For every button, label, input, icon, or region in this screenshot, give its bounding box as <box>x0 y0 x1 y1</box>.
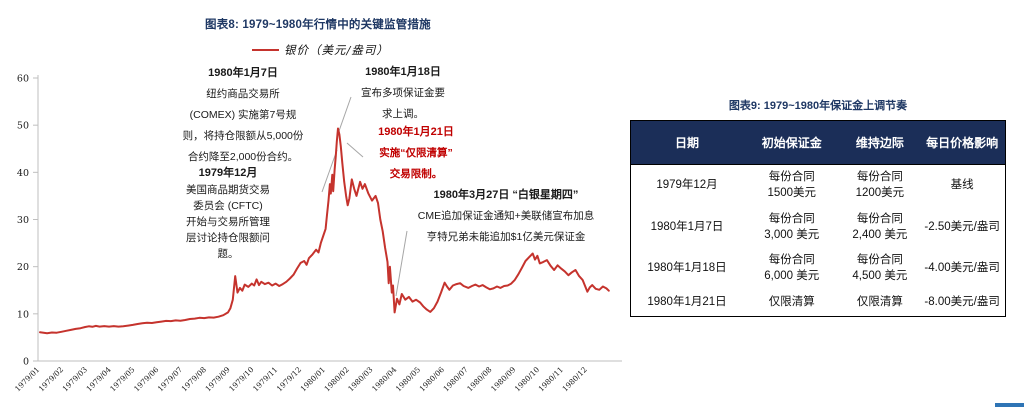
cell-date: 1980年1月7日 <box>650 220 724 233</box>
x-tick-label: 1979/08 <box>180 365 209 394</box>
x-tick-label: 1980/12 <box>560 365 589 394</box>
annotation-date: 1980年1月18日 <box>365 66 441 78</box>
x-tick-label: 1979/11 <box>251 365 279 393</box>
annotation-leader-line <box>321 149 338 193</box>
y-tick-label: 60 <box>17 74 29 85</box>
cell-maintenance-margin: 每份合同 2,400 美元 <box>852 212 908 241</box>
cell-initial-margin: 每份合同 3,000 美元 <box>764 212 820 241</box>
header-initial-margin: 初始保证金 <box>743 120 841 165</box>
y-tick-label: 0 <box>23 357 29 368</box>
annotation-cftc-talks: 1979年12月 美国商品期货交易 委员会 (CFTC) 开始与交易所管理 层讨… <box>166 165 290 262</box>
x-tick-label: 1979/06 <box>132 365 161 394</box>
table-header-row: 日期 初始保证金 维持边际 每日价格影响 <box>630 120 1006 165</box>
table-row: 1980年1月21日 仅限清算 仅限清算 -8.00美元/盎司 <box>631 290 1006 316</box>
annotation-date: 1980年1月7日 <box>208 67 278 79</box>
y-tick-label: 40 <box>17 168 29 179</box>
chart-legend: 银价（美元/盎司） <box>252 42 389 58</box>
y-tick-label: 10 <box>17 309 29 320</box>
y-tick-label: 50 <box>17 121 29 132</box>
header-date: 日期 <box>630 120 743 165</box>
cell-initial-margin: 仅限清算 <box>768 296 815 309</box>
annotation-date: 1980年1月21日 <box>378 126 454 138</box>
chart-title: 图表8: 1979~1980年行情中的关键监管措施 <box>205 19 431 31</box>
x-tick-label: 1979/03 <box>61 365 90 394</box>
annotation-body: 纽约商品交易所 (COMEX) 实施第7号规 则，将持仓限额从5,000份 合约… <box>182 88 304 163</box>
table-row: 1979年12月 每份合同 1500美元 每份合同 1200美元 基线 <box>631 165 1006 207</box>
x-tick-label: 1980/11 <box>537 365 565 393</box>
header-daily-price-impact: 每日价格影响 <box>919 120 1006 165</box>
margin-table-section: 图表9: 1979~1980年保证金上调节奏 日期 初始保证金 维持边际 每日价… <box>630 97 1006 318</box>
x-tick-label: 1979/10 <box>227 365 256 394</box>
annotation-liquidation-only-jan21: 1980年1月21日 实施“仅限清算” 交易限制。 <box>352 122 480 185</box>
cell-date: 1980年1月18日 <box>647 262 727 275</box>
y-tick-label: 30 <box>17 215 29 226</box>
x-tick-label: 1980/10 <box>513 365 542 394</box>
x-tick-label: 1980/04 <box>370 365 399 394</box>
cell-price-impact: 基线 <box>950 178 974 191</box>
header-maintenance-margin: 维持边际 <box>840 120 920 165</box>
silver-price-series <box>39 127 610 335</box>
cell-maintenance-margin: 每份合同 4,500 美元 <box>852 254 908 283</box>
x-tick-label: 1980/05 <box>394 365 423 394</box>
x-tick-label: 1980/09 <box>489 365 518 394</box>
x-tick-label: 1980/07 <box>441 365 470 394</box>
annotation-body: 宣布多项保证金要 求上调。 <box>361 87 445 120</box>
table-title: 图表9: 1979~1980年保证金上调节奏 <box>728 100 908 112</box>
x-tick-label: 1980/02 <box>322 365 351 394</box>
annotation-body: 实施“仅限清算” 交易限制。 <box>379 147 453 180</box>
x-tick-label: 1980/01 <box>299 365 327 393</box>
silver-price-line-chart: 01020304050601979/011979/021979/031979/0… <box>13 74 622 394</box>
x-tick-label: 1979/01 <box>13 365 41 393</box>
annotation-body: CME追加保证金通知+美联储宣布加息 亨特兄弟未能追加$1亿美元保证金 <box>417 210 595 243</box>
x-tick-label: 1979/12 <box>275 365 304 394</box>
cell-maintenance-margin: 每份合同 1200美元 <box>855 171 905 199</box>
table-row: 1980年1月7日 每份合同 3,000 美元 每份合同 2,400 美元 -2… <box>631 207 1006 249</box>
cell-price-impact: -8.00美元/盎司 <box>924 296 1000 309</box>
cell-initial-margin: 每份合同 1500美元 <box>767 171 817 199</box>
y-tick-label: 20 <box>17 262 29 273</box>
annotation-date: 1979年12月 <box>198 167 258 179</box>
cell-date: 1979年12月 <box>656 178 718 191</box>
annotation-leader-line <box>346 142 364 158</box>
x-tick-label: 1980/08 <box>465 365 494 394</box>
footer-accent-bar <box>995 403 1024 407</box>
x-tick-label: 1979/05 <box>108 365 137 394</box>
x-tick-label: 1979/07 <box>156 365 185 394</box>
cell-price-impact: -4.00美元/盎司 <box>924 262 1000 275</box>
x-tick-label: 1980/06 <box>418 365 447 394</box>
legend-line-swatch <box>252 48 279 52</box>
x-tick-label: 1979/02 <box>37 365 66 394</box>
cell-initial-margin: 每份合同 6,000 美元 <box>764 254 820 283</box>
annotation-leader-line <box>395 230 408 297</box>
annotation-body: 美国商品期货交易 委员会 (CFTC) 开始与交易所管理 层讨论持仓限额问 题。 <box>186 184 270 260</box>
annotation-comex-rule7: 1980年1月7日 纽约商品交易所 (COMEX) 实施第7号规 则，将持仓限额… <box>148 63 338 168</box>
cell-date: 1980年1月21日 <box>647 296 727 309</box>
legend-label: 银价（美元/盎司） <box>284 43 389 57</box>
margin-schedule-table: 日期 初始保证金 维持边际 每日价格影响 1979年12月 每份合同 1500美… <box>630 120 1006 318</box>
x-tick-label: 1980/03 <box>346 365 375 394</box>
annotation-leader-line <box>338 96 352 132</box>
cell-maintenance-margin: 仅限清算 <box>856 296 903 309</box>
annotation-date: 1980年3月27日 “白银星期四” <box>433 189 579 201</box>
annotation-margin-hike-jan18: 1980年1月18日 宣布多项保证金要 求上调。 <box>342 62 464 125</box>
cell-price-impact: -2.50美元/盎司 <box>924 220 1000 233</box>
x-tick-label: 1979/09 <box>203 365 232 394</box>
table-row: 1980年1月18日 每份合同 6,000 美元 每份合同 4,500 美元 -… <box>631 248 1006 290</box>
x-tick-label: 1979/04 <box>84 365 113 394</box>
annotation-silver-thursday: 1980年3月27日 “白银星期四” CME追加保证金通知+美联储宣布加息 亨特… <box>394 185 618 248</box>
